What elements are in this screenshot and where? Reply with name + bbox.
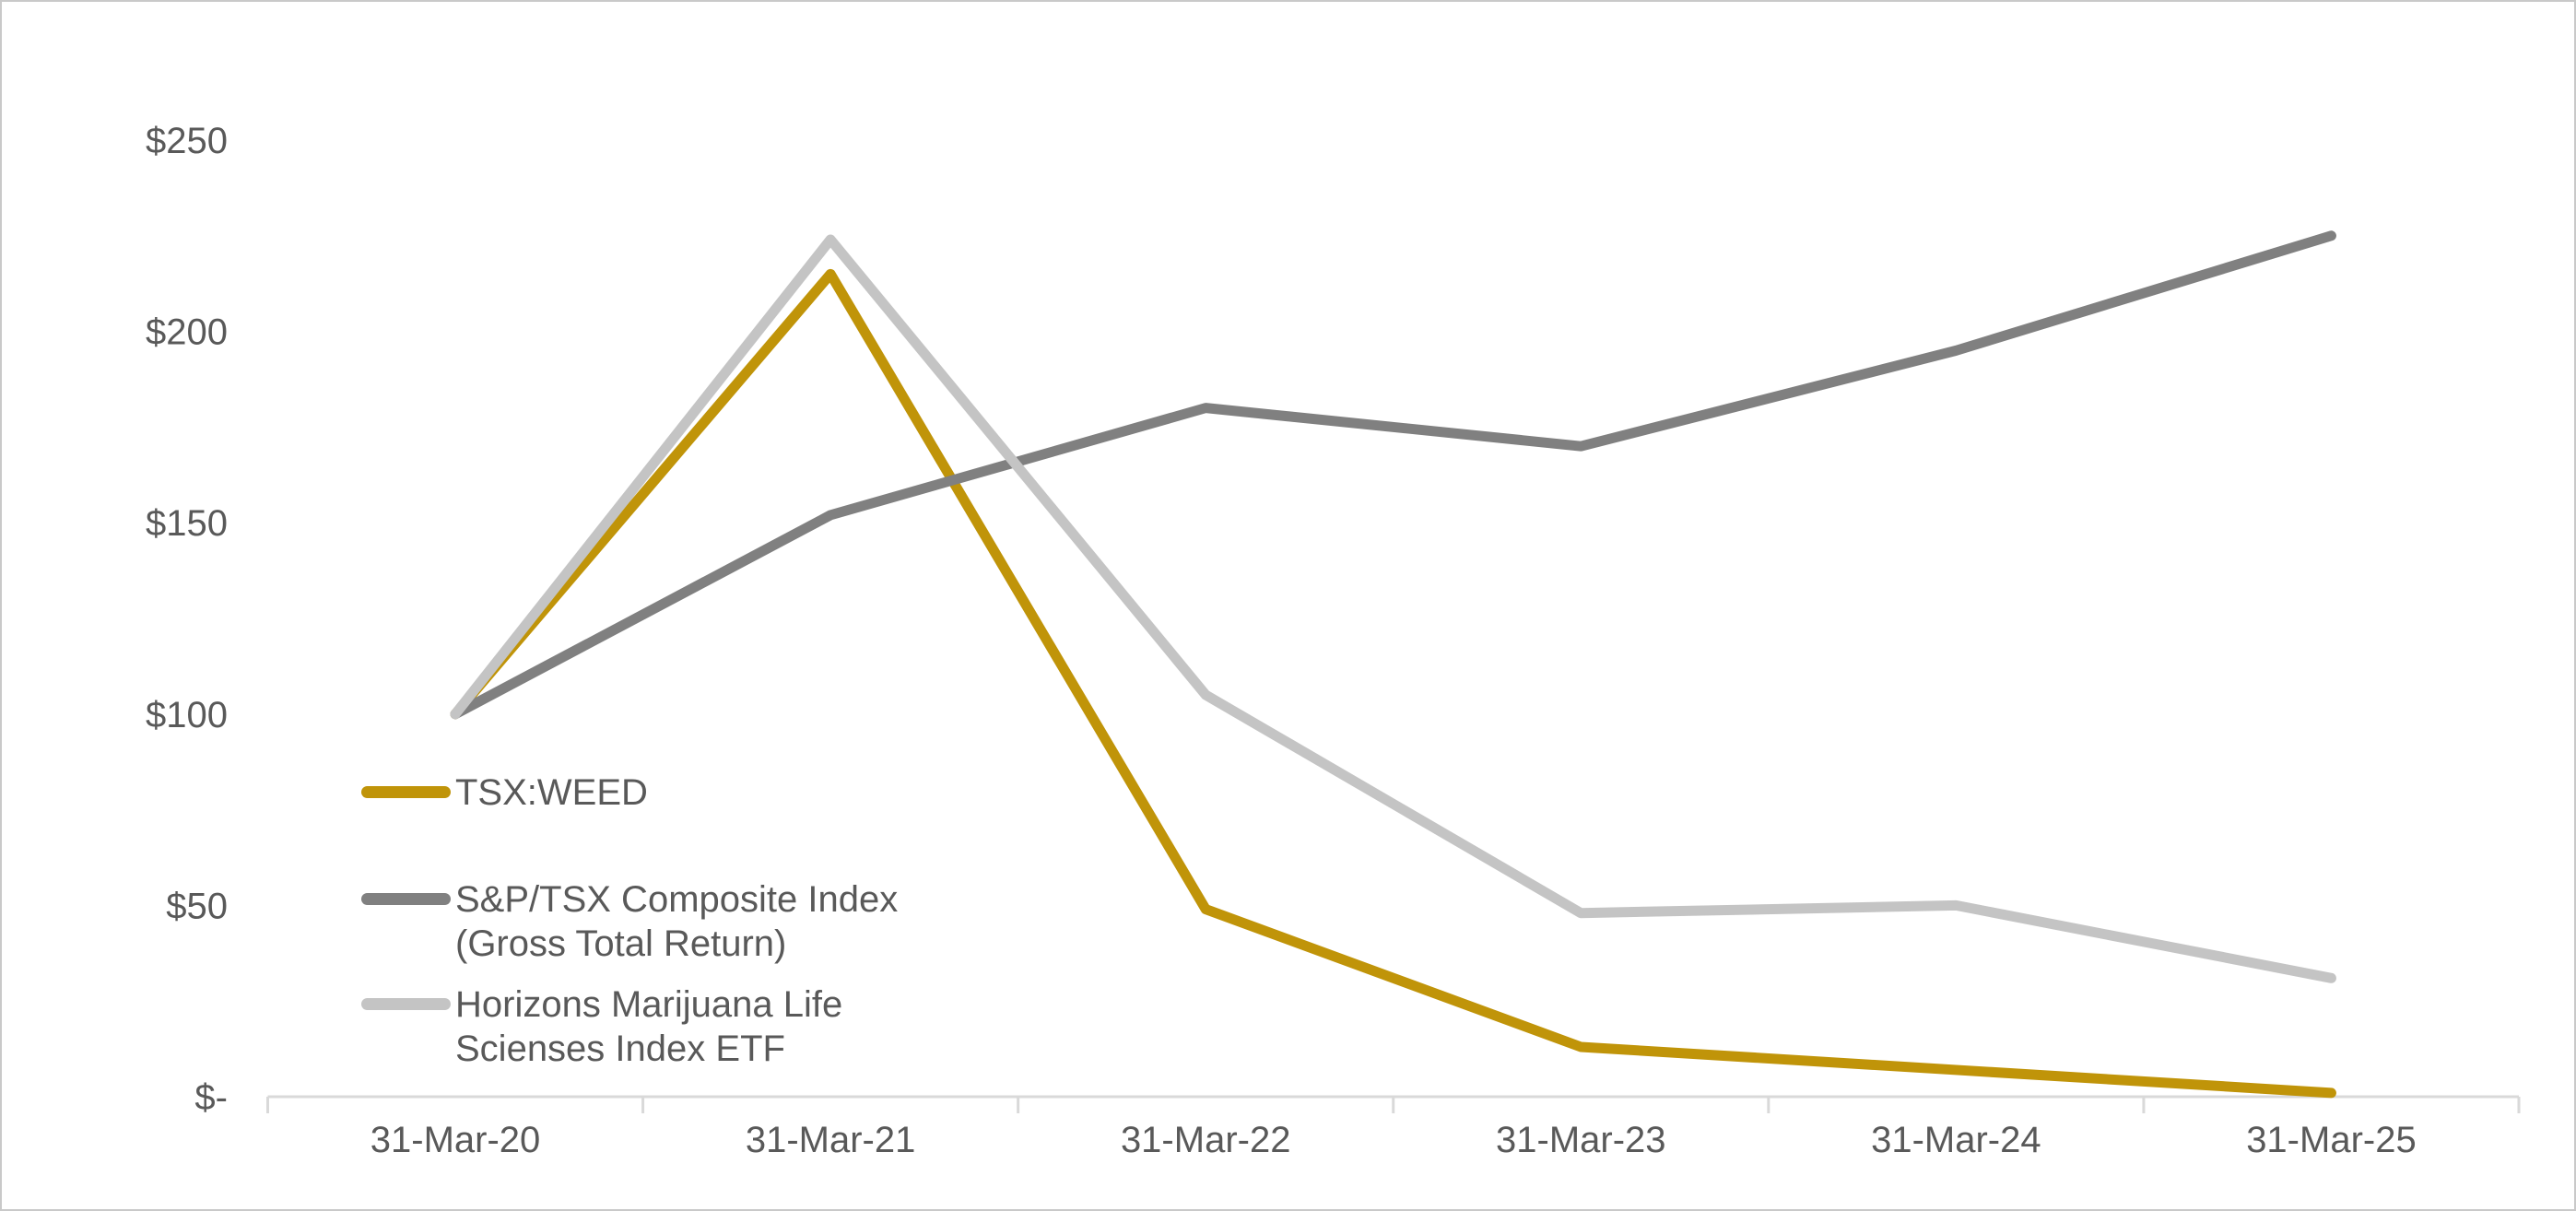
legend-label-line: (Gross Total Return) [455, 923, 787, 964]
legend-label-line: TSX:WEED [455, 772, 648, 813]
x-axis-tick-label: 31-Mar-20 [371, 1120, 541, 1160]
legend-item-sp-tsx: S&P/TSX Composite Index (Gross Total Ret… [361, 877, 898, 966]
x-axis-tick-label: 31-Mar-22 [1121, 1120, 1291, 1160]
series-line-2 [450, 230, 2336, 720]
legend-swatch-horizons [361, 998, 451, 1010]
legend-label-sp-tsx: S&P/TSX Composite Index (Gross Total Ret… [455, 877, 898, 966]
y-axis-tick-label: $50 [166, 886, 228, 926]
series-line-1 [450, 268, 2336, 1099]
legend-item-tsx-weed: TSX:WEED [361, 770, 648, 815]
legend-item-horizons: Horizons Marijuana Life Scienses Index E… [361, 982, 842, 1071]
y-axis-tick-label: $100 [146, 695, 228, 735]
legend-swatch-tsx-weed [361, 786, 451, 798]
legend-label-line: Horizons Marijuana Life [455, 984, 843, 1025]
x-axis-tick-label: 31-Mar-21 [746, 1120, 916, 1160]
legend-label-horizons: Horizons Marijuana Life Scienses Index E… [455, 982, 842, 1071]
y-axis-tick-label: $- [194, 1077, 228, 1118]
y-axis-tick-label: $200 [146, 312, 228, 353]
legend-label-tsx-weed: TSX:WEED [455, 770, 648, 815]
legend-label-line: Scienses Index ETF [455, 1029, 785, 1069]
x-axis-tick-label: 31-Mar-25 [2246, 1120, 2417, 1160]
legend-swatch-sp-tsx [361, 893, 451, 905]
x-axis-tick-label: 31-Mar-24 [1871, 1120, 2041, 1160]
legend-label-line: S&P/TSX Composite Index [455, 879, 899, 920]
y-axis-tick-label: $250 [146, 121, 228, 161]
series-line-3 [450, 234, 2336, 983]
y-axis-tick-label: $150 [146, 503, 228, 544]
x-axis-tick-label: 31-Mar-23 [1496, 1120, 1666, 1160]
